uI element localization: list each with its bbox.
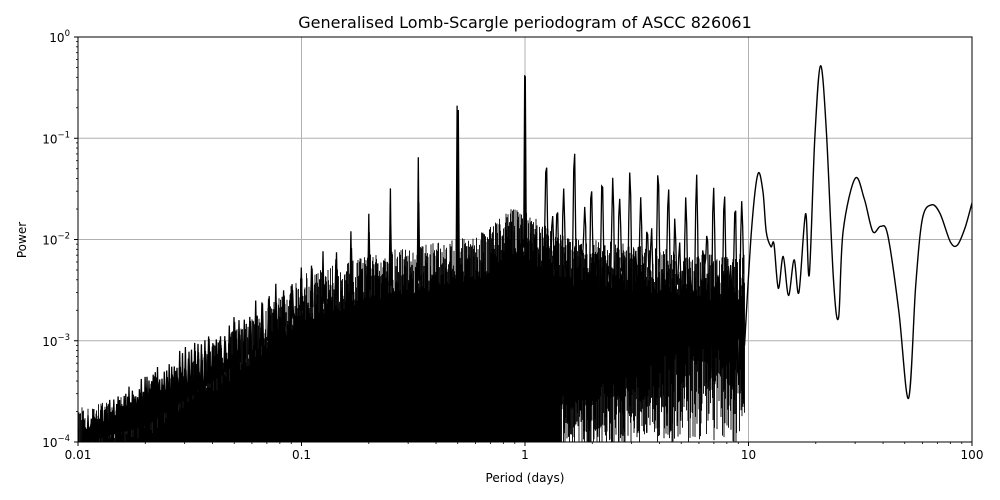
periodogram-spikes (81, 75, 745, 442)
x-tick-label: 1 (521, 448, 529, 462)
y-tick-label: 10−4 (42, 434, 70, 450)
x-tick-label: 10 (741, 448, 756, 462)
x-tick-label: 0.1 (292, 448, 311, 462)
periodogram-line (743, 65, 972, 400)
plot-area (78, 65, 972, 442)
y-tick-label: 10−3 (42, 333, 70, 349)
y-axis-label: Power (15, 222, 29, 258)
chart-title: Generalised Lomb-Scargle periodogram of … (298, 13, 752, 32)
y-tick-label: 10−2 (42, 232, 70, 248)
x-axis-label: Period (days) (486, 471, 565, 485)
x-axis-ticks: 0.01 0.1 1 10 100 (65, 442, 984, 462)
x-tick-label: 100 (961, 448, 984, 462)
y-tick-label: 10−1 (42, 130, 70, 146)
y-axis-ticks: 10−4 10−3 10−2 10−1 100 (42, 29, 78, 450)
y-tick-label: 100 (49, 29, 70, 45)
x-tick-label: 0.01 (65, 448, 92, 462)
